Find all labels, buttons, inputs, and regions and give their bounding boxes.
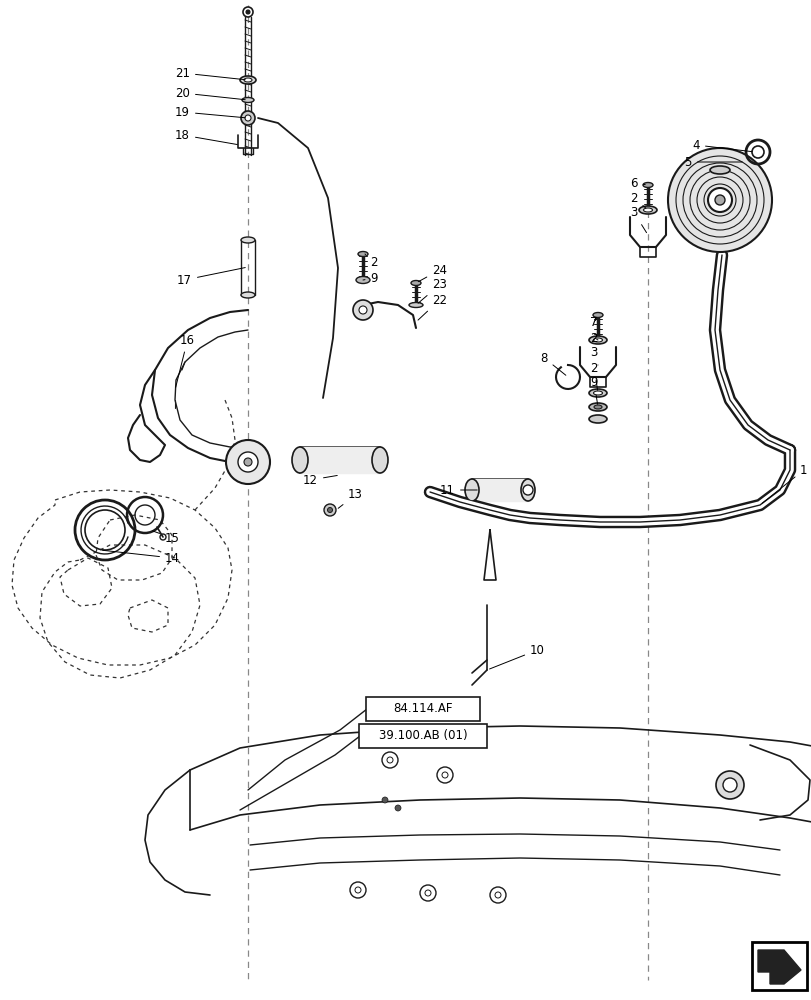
Circle shape	[327, 508, 332, 512]
FancyBboxPatch shape	[358, 724, 487, 748]
Text: 11: 11	[440, 484, 477, 496]
Ellipse shape	[292, 447, 307, 473]
Circle shape	[358, 306, 367, 314]
Ellipse shape	[465, 479, 478, 501]
Text: 84.114.AF: 84.114.AF	[393, 702, 453, 716]
Ellipse shape	[355, 276, 370, 284]
Text: 21: 21	[175, 67, 245, 80]
Text: 22: 22	[418, 294, 446, 320]
Ellipse shape	[588, 403, 607, 411]
Ellipse shape	[410, 280, 420, 286]
Circle shape	[225, 440, 270, 484]
Ellipse shape	[592, 312, 603, 318]
Text: 13: 13	[338, 488, 363, 508]
Circle shape	[241, 111, 255, 125]
Ellipse shape	[241, 292, 255, 298]
Text: 19: 19	[175, 106, 245, 119]
Ellipse shape	[593, 391, 602, 395]
Ellipse shape	[521, 479, 534, 501]
Circle shape	[714, 195, 724, 205]
Circle shape	[715, 771, 743, 799]
Circle shape	[707, 188, 731, 212]
Text: 4: 4	[692, 139, 751, 152]
Ellipse shape	[241, 237, 255, 243]
Text: 8: 8	[540, 352, 565, 375]
Text: 2: 2	[590, 361, 597, 390]
Text: 12: 12	[303, 474, 337, 487]
Text: 7: 7	[590, 316, 597, 330]
Text: 5: 5	[684, 156, 741, 169]
Polygon shape	[471, 479, 527, 501]
Ellipse shape	[709, 166, 729, 174]
Text: 15: 15	[152, 531, 180, 544]
Text: 18: 18	[175, 129, 237, 145]
Text: 3: 3	[630, 207, 646, 233]
Ellipse shape	[243, 78, 251, 82]
Polygon shape	[757, 950, 800, 984]
Circle shape	[245, 115, 251, 121]
Text: 3: 3	[590, 347, 597, 365]
Text: 1: 1	[762, 464, 806, 503]
Text: 20: 20	[175, 87, 245, 100]
Ellipse shape	[409, 302, 423, 308]
FancyBboxPatch shape	[366, 697, 479, 721]
Text: 24: 24	[418, 263, 446, 282]
Ellipse shape	[588, 336, 607, 344]
Text: 2: 2	[629, 192, 645, 208]
Text: 16: 16	[175, 334, 195, 387]
Ellipse shape	[588, 415, 607, 423]
Ellipse shape	[667, 148, 771, 252]
Ellipse shape	[371, 447, 388, 473]
Circle shape	[243, 458, 251, 466]
Ellipse shape	[642, 208, 652, 212]
Circle shape	[751, 146, 763, 158]
Ellipse shape	[240, 76, 255, 84]
Text: 9: 9	[363, 271, 378, 284]
Circle shape	[722, 778, 736, 792]
Ellipse shape	[642, 183, 652, 188]
Ellipse shape	[594, 405, 601, 409]
Ellipse shape	[588, 389, 607, 397]
Circle shape	[381, 797, 388, 803]
Ellipse shape	[242, 98, 254, 103]
Text: 6: 6	[629, 177, 645, 190]
Circle shape	[324, 504, 336, 516]
Bar	[751, 942, 806, 990]
Circle shape	[353, 300, 372, 320]
Ellipse shape	[358, 251, 367, 256]
Circle shape	[522, 485, 532, 495]
Ellipse shape	[638, 206, 656, 214]
Text: 17: 17	[177, 268, 245, 286]
Text: 14: 14	[103, 550, 180, 564]
Circle shape	[246, 10, 250, 14]
Polygon shape	[299, 447, 380, 473]
Text: 10: 10	[489, 644, 544, 669]
Circle shape	[238, 452, 258, 472]
Circle shape	[242, 7, 253, 17]
Text: 2: 2	[365, 254, 378, 268]
Text: 39.100.AB (01): 39.100.AB (01)	[378, 730, 467, 742]
Text: 23: 23	[418, 278, 446, 303]
Circle shape	[394, 805, 401, 811]
Ellipse shape	[593, 338, 602, 342]
Text: 2: 2	[590, 332, 597, 344]
Text: 9: 9	[590, 376, 597, 404]
